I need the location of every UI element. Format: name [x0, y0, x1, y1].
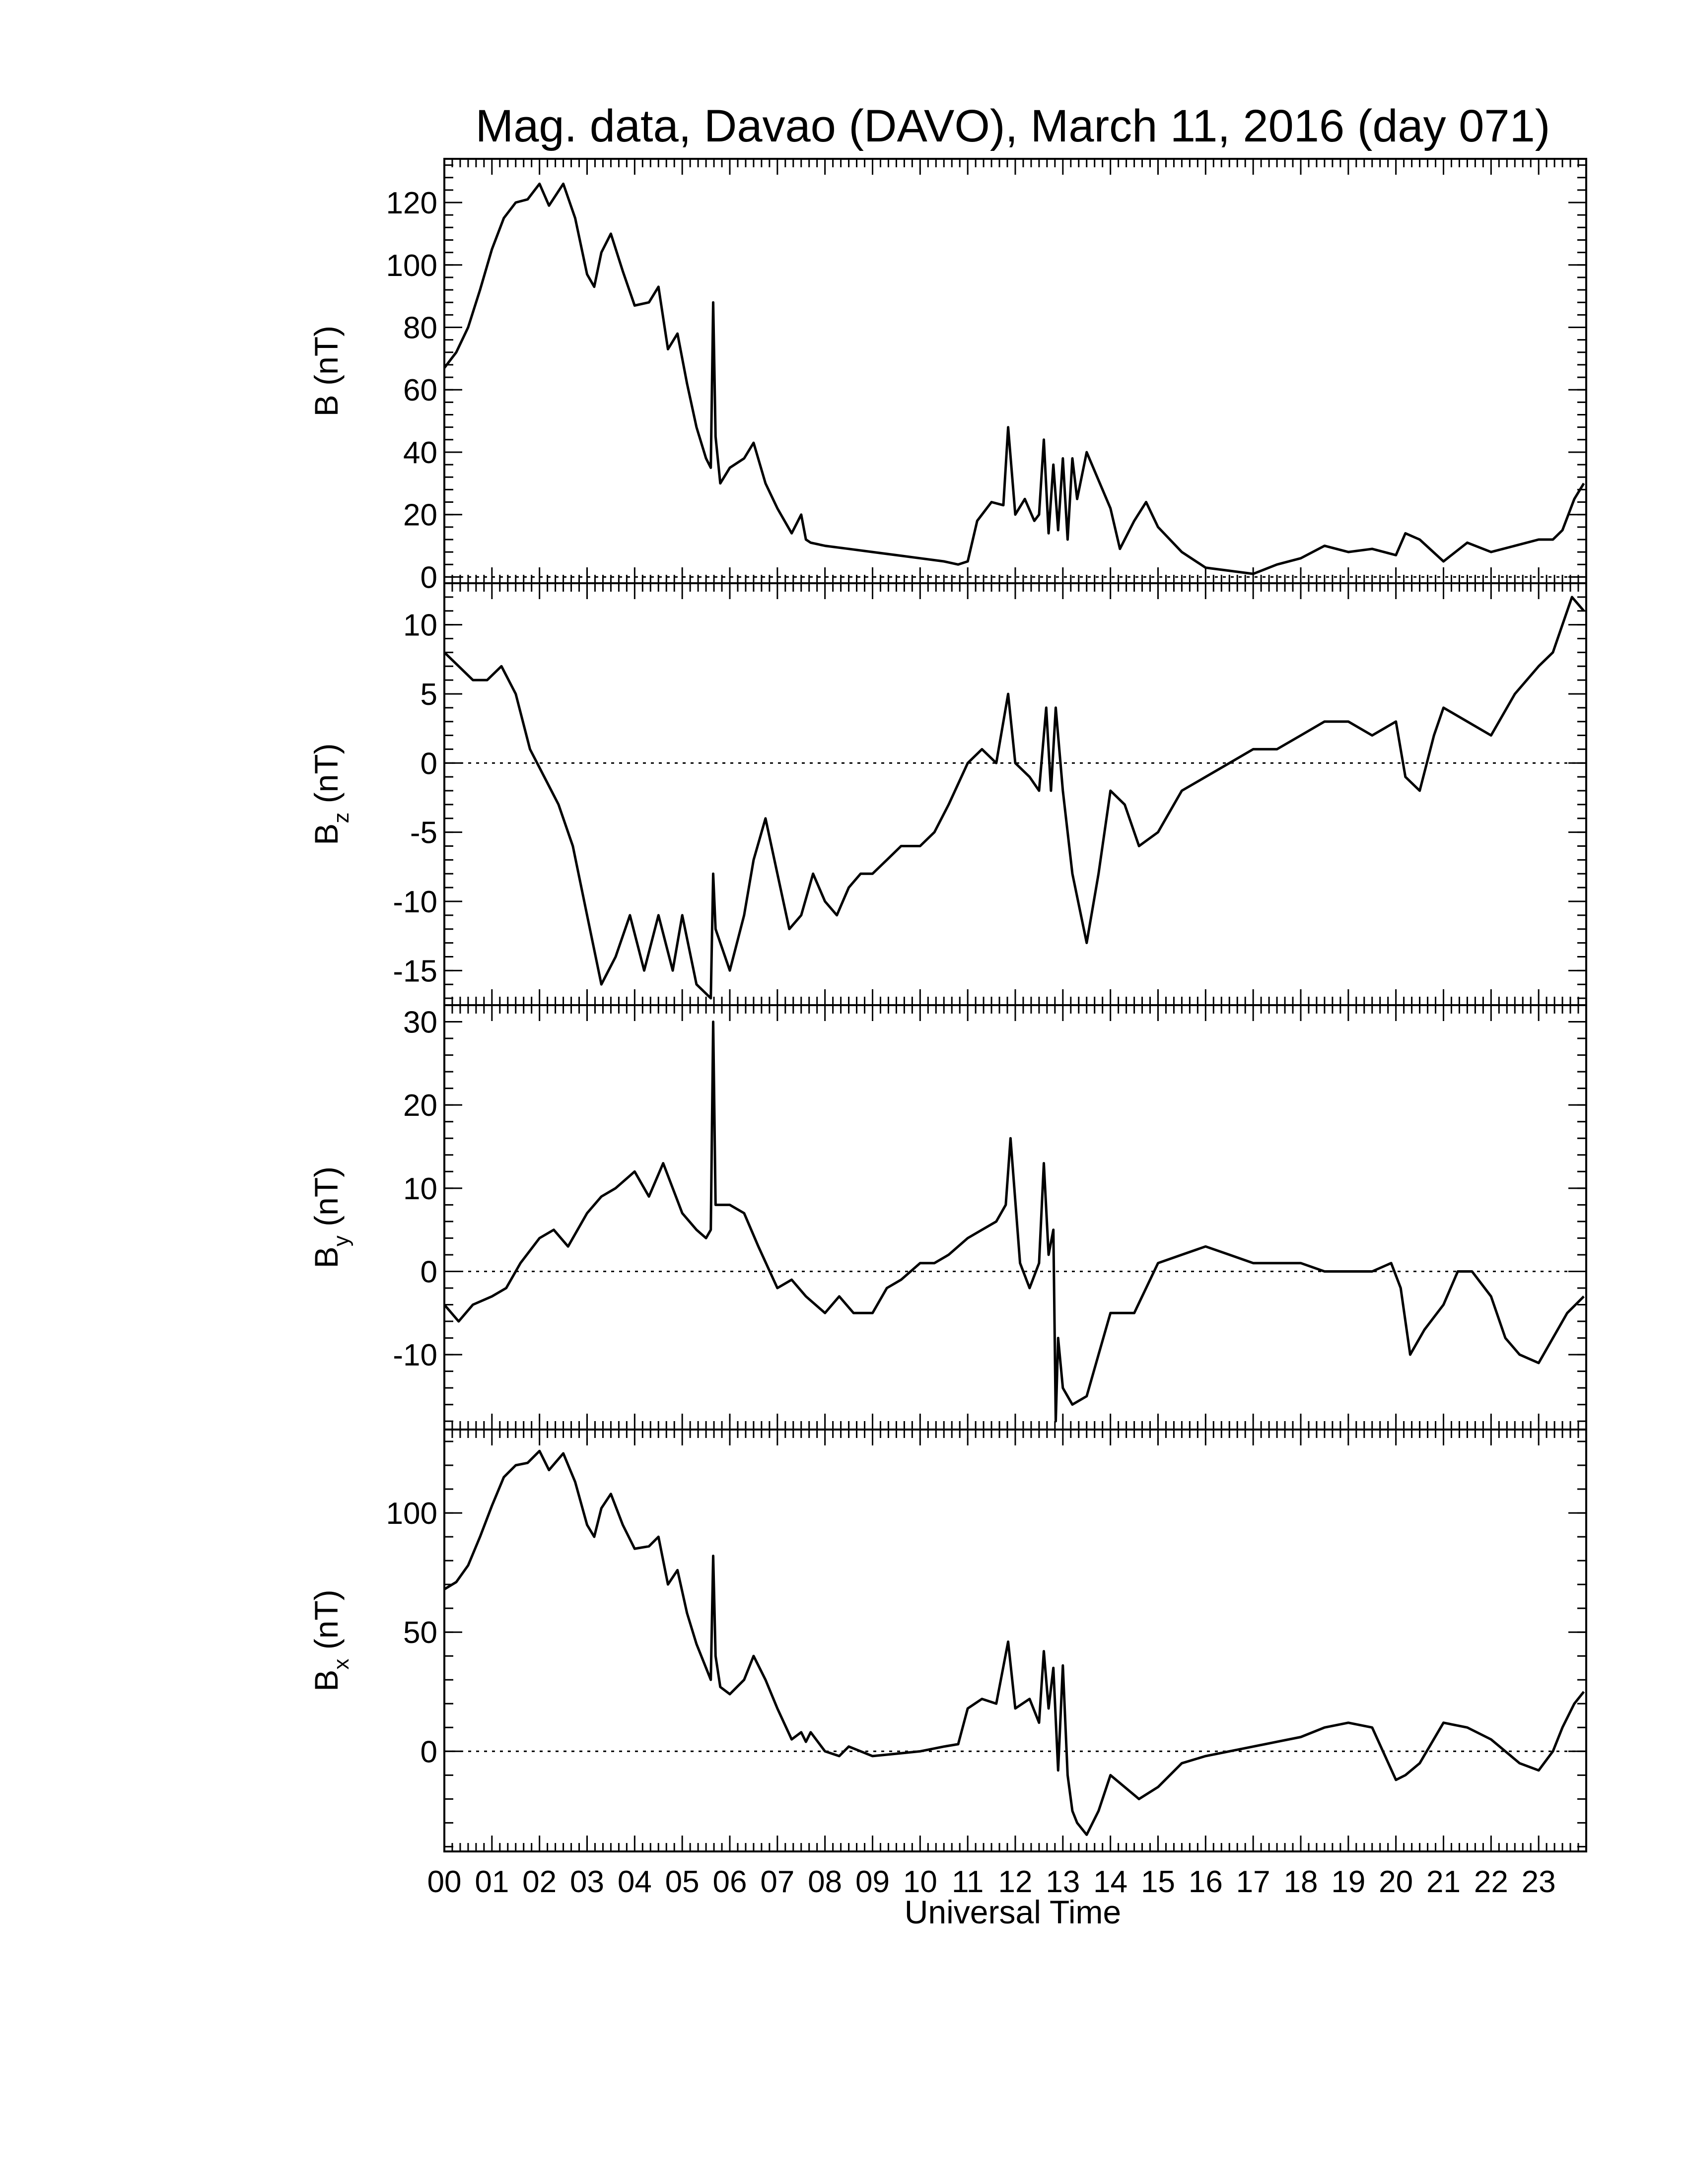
y-tick-label: 30: [403, 1006, 437, 1040]
y-tick-label: 100: [386, 249, 437, 283]
x-tick-label: 21: [1426, 1865, 1461, 1899]
y-tick-label: 0: [421, 1735, 437, 1769]
x-tick-label: 09: [855, 1865, 890, 1899]
x-tick-label: 20: [1379, 1865, 1413, 1899]
y-tick-label: 20: [403, 498, 437, 533]
x-tick-label: 23: [1522, 1865, 1556, 1899]
panel-frame-Bx: [443, 1429, 1587, 1852]
x-tick-label: 16: [1189, 1865, 1223, 1899]
x-tick-label: 11: [952, 1865, 984, 1899]
y-tick-label: 0: [421, 1255, 437, 1289]
x-tick-label: 07: [760, 1865, 794, 1899]
x-tick-label: 18: [1284, 1865, 1318, 1899]
chart-title: Mag. data, Davao (DAVO), March 11, 2016 …: [476, 101, 1550, 151]
series-line-Bx-0: [443, 1449, 1585, 1836]
y-axis-label-By: By (nT): [308, 1166, 353, 1268]
x-tick-label: 22: [1474, 1865, 1508, 1899]
panel-B: 0 20 40 60 80 100 120 B (nT): [308, 158, 1587, 595]
y-tick-label: 0: [421, 560, 437, 595]
x-tick-label: 12: [998, 1865, 1033, 1899]
x-tick-label: 00: [427, 1865, 462, 1899]
y-axis-label-main: B: [308, 1670, 345, 1692]
series-line-Bz-0: [443, 596, 1585, 1000]
y-axis-label-Bz: Bz (nT): [308, 743, 353, 845]
x-tick-label: 01: [475, 1865, 509, 1899]
y-tick-label: 20: [403, 1089, 437, 1123]
panel-frame-B: [443, 158, 1587, 584]
panel-By: -10 0 10 20 30 By (nT): [308, 1004, 1587, 1431]
x-tick-label: 10: [903, 1865, 937, 1899]
y-tick-label: 60: [403, 373, 437, 408]
x-tick-label: 13: [1046, 1865, 1080, 1899]
y-tick-label: -15: [393, 954, 437, 988]
y-tick-label: 120: [386, 186, 437, 220]
y-tick-label: 40: [403, 436, 437, 470]
panel-frame-Bz: [443, 582, 1587, 1006]
panel-Bz: -15 -10 -5 0 5 10 Bz (nT): [308, 582, 1587, 1006]
y-tick-label: 0: [421, 747, 437, 781]
y-axis-label-unit: (nT): [308, 1589, 345, 1658]
y-axis-label-subscript: y: [329, 1235, 353, 1246]
x-tick-label: 02: [522, 1865, 557, 1899]
y-axis-label-unit: (nT): [308, 326, 345, 395]
x-tick-label: 06: [713, 1865, 747, 1899]
panel-Bx: 0 50 100 Bx (nT): [308, 1429, 1587, 1852]
y-axis-label-subscript: x: [329, 1659, 353, 1670]
series-line-B-0: [443, 182, 1585, 575]
x-axis-label: Universal Time: [905, 1894, 1121, 1930]
y-tick-label: -10: [393, 1338, 437, 1372]
x-tick-label: 08: [808, 1865, 842, 1899]
x-tick-label: 03: [570, 1865, 604, 1899]
x-tick-label: 19: [1331, 1865, 1365, 1899]
y-tick-label: 100: [386, 1497, 437, 1531]
y-axis-label-main: B: [308, 395, 345, 416]
series-line-By-0: [443, 1021, 1585, 1423]
y-tick-label: 5: [421, 678, 437, 712]
y-tick-label: -5: [410, 816, 437, 850]
y-axis-label-subscript: z: [329, 813, 353, 823]
y-tick-label: 50: [403, 1616, 437, 1650]
x-tick-label: 15: [1141, 1865, 1175, 1899]
y-axis-label-B: B (nT): [308, 326, 345, 416]
x-tick-label: 05: [665, 1865, 700, 1899]
y-axis-label-main: B: [308, 823, 345, 845]
y-axis-label-main: B: [308, 1246, 345, 1268]
panel-frame-By: [443, 1004, 1587, 1431]
y-tick-label: 10: [403, 1172, 437, 1206]
y-axis-label-unit: (nT): [308, 1166, 345, 1235]
y-axis-label-unit: (nT): [308, 743, 345, 812]
y-tick-label: 10: [403, 609, 437, 643]
x-tick-label: 17: [1236, 1865, 1270, 1899]
x-tick-label: 14: [1093, 1865, 1127, 1899]
x-tick-label: 04: [618, 1865, 652, 1899]
y-tick-label: -10: [393, 885, 437, 919]
y-axis-label-Bx: Bx (nT): [308, 1589, 353, 1691]
y-tick-label: 80: [403, 311, 437, 345]
